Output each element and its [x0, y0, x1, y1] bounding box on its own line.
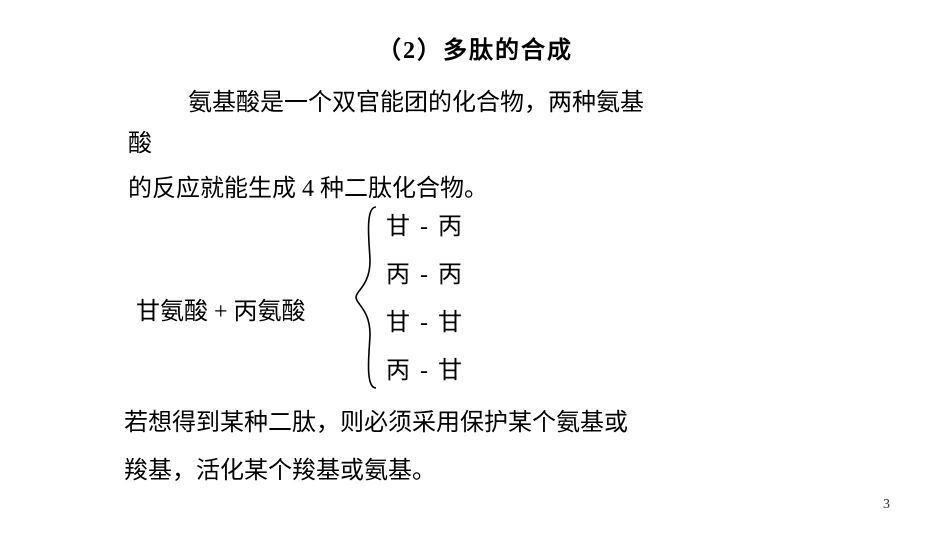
product-4: 丙 - 甘	[386, 347, 464, 395]
slide-content: （2）多肽的合成 氨基酸是一个双官能团的化合物，两种氨基 酸 的反应就能生成 4…	[0, 0, 950, 535]
paragraph-3-line-2: 羧基，活化某个羧基或氨基。	[124, 447, 810, 495]
product-1: 甘 - 丙	[386, 203, 464, 251]
page-number: 3	[883, 497, 890, 513]
paragraph-1-line-1: 氨基酸是一个双官能团的化合物，两种氨基	[140, 83, 810, 124]
section-title: （2）多肽的合成	[140, 30, 810, 65]
paragraph-1-line-2: 酸	[128, 124, 810, 165]
paragraph-3-line-1: 若想得到某种二肽，则必须采用保护某个氨基或	[124, 399, 810, 447]
paragraph-3: 若想得到某种二肽，则必须采用保护某个氨基或 羧基，活化某个羧基或氨基。	[124, 399, 810, 495]
product-3: 甘 - 甘	[386, 299, 464, 347]
reaction-products: 甘 - 丙 丙 - 丙 甘 - 甘 丙 - 甘	[386, 203, 464, 395]
reaction-lhs: 甘氨酸 + 丙氨酸	[136, 291, 306, 326]
brace-icon	[352, 205, 382, 390]
product-2: 丙 - 丙	[386, 251, 464, 299]
reaction-diagram: 甘氨酸 + 丙氨酸 甘 - 丙 丙 - 丙 甘 - 甘 丙 - 甘	[140, 191, 810, 391]
